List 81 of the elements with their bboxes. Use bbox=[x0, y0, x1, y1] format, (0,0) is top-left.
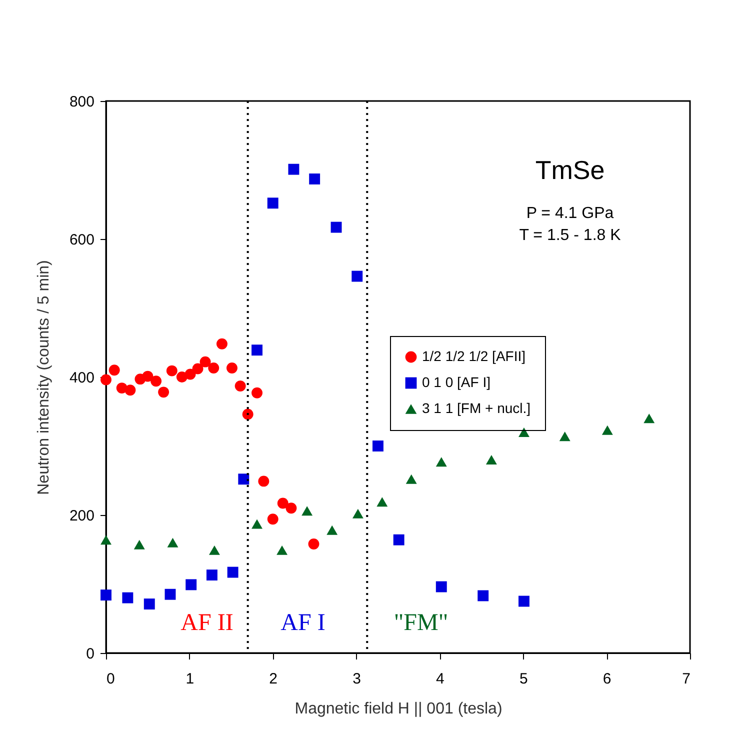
point bbox=[644, 414, 655, 424]
point bbox=[486, 455, 497, 465]
point bbox=[100, 535, 112, 545]
y-axis-title: Neutron intensity (counts / 5 min) bbox=[35, 260, 52, 495]
point bbox=[100, 374, 112, 386]
point bbox=[559, 432, 570, 442]
point bbox=[478, 590, 489, 602]
point bbox=[436, 457, 447, 467]
point bbox=[267, 198, 278, 209]
x-tick-label: 4 bbox=[436, 670, 444, 688]
point bbox=[227, 566, 238, 578]
point bbox=[186, 579, 197, 590]
point bbox=[393, 534, 404, 546]
point bbox=[144, 598, 155, 610]
x-tick-label: 3 bbox=[352, 670, 361, 688]
point bbox=[309, 173, 320, 184]
point bbox=[436, 581, 447, 592]
point bbox=[167, 538, 178, 548]
point bbox=[226, 362, 238, 374]
point bbox=[258, 476, 270, 487]
point bbox=[234, 380, 246, 392]
point bbox=[242, 408, 254, 420]
legend-label: 1/2 1/2 1/2 [AFII] bbox=[422, 348, 526, 364]
point bbox=[108, 364, 120, 376]
x-tick-label: 6 bbox=[602, 670, 612, 688]
point bbox=[200, 356, 211, 368]
point bbox=[376, 497, 388, 507]
point bbox=[252, 344, 262, 356]
annotation: "FM" bbox=[394, 610, 448, 636]
annotation: AF II bbox=[180, 610, 234, 636]
point bbox=[122, 592, 134, 604]
point bbox=[326, 525, 338, 535]
point bbox=[252, 519, 262, 529]
point bbox=[252, 387, 262, 398]
y-tick-label: 800 bbox=[69, 94, 94, 110]
x-tick-label: 0 bbox=[106, 670, 115, 688]
point bbox=[406, 474, 417, 484]
x-tick-label: 7 bbox=[682, 670, 690, 688]
y-tick-label: 200 bbox=[69, 508, 94, 524]
x-tick-label: 1 bbox=[186, 670, 194, 688]
point bbox=[286, 502, 297, 514]
point bbox=[352, 270, 363, 282]
point bbox=[352, 508, 364, 518]
annotation: T = 1.5 - 1.8 K bbox=[519, 227, 622, 244]
point bbox=[100, 590, 112, 601]
point bbox=[124, 384, 136, 396]
point bbox=[216, 338, 228, 350]
point bbox=[518, 427, 530, 437]
point bbox=[238, 474, 250, 485]
point bbox=[208, 362, 220, 374]
point bbox=[184, 368, 196, 380]
point bbox=[150, 376, 162, 387]
point bbox=[267, 514, 278, 525]
x-tick-label: 5 bbox=[519, 670, 528, 688]
point bbox=[277, 498, 288, 509]
point bbox=[206, 570, 218, 581]
legend-label: 0 1 0 [AF I] bbox=[422, 374, 490, 390]
y-tick-label: 400 bbox=[69, 370, 94, 386]
legend-label: 3 1 1 [FM + nucl.] bbox=[422, 400, 531, 416]
point bbox=[308, 538, 320, 550]
point bbox=[134, 540, 145, 550]
point bbox=[276, 545, 288, 555]
point bbox=[166, 365, 178, 376]
point bbox=[164, 588, 176, 600]
point bbox=[192, 363, 204, 374]
point bbox=[288, 164, 300, 175]
y-tick-label: 0 bbox=[86, 646, 94, 662]
annotation: AF I bbox=[280, 610, 326, 636]
point bbox=[372, 440, 384, 452]
annotation: P = 4.1 GPa bbox=[526, 205, 614, 222]
y-tick-label: 600 bbox=[69, 232, 94, 248]
point bbox=[302, 506, 313, 516]
x-tick-label: 2 bbox=[269, 670, 278, 688]
point bbox=[158, 386, 170, 398]
x-axis-title: Magnetic field H || 001 (tesla) bbox=[294, 700, 502, 718]
point bbox=[208, 545, 220, 555]
annotation: TmSe bbox=[535, 155, 605, 185]
point bbox=[330, 222, 342, 233]
point bbox=[142, 370, 154, 382]
point bbox=[518, 596, 530, 607]
point bbox=[602, 425, 613, 435]
